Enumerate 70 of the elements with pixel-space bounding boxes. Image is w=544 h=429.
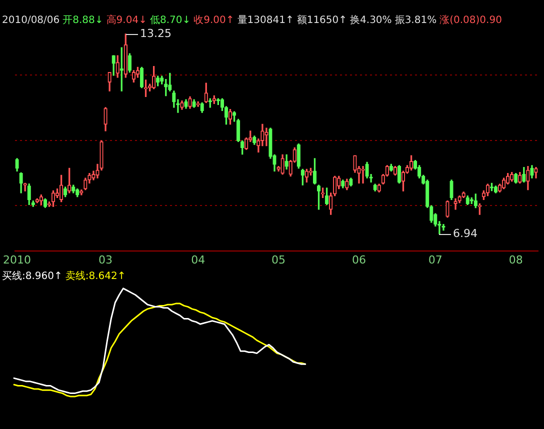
annotation: 13.25 (140, 26, 172, 40)
candlestick (316, 184, 321, 210)
text: 卖线:8.642↑ (65, 270, 126, 283)
candlestick (59, 174, 64, 202)
x-tick-label: 2010 (3, 253, 32, 266)
candlestick (104, 107, 108, 132)
candlestick (27, 183, 31, 206)
candlestick (534, 166, 538, 178)
candlestick (188, 96, 192, 109)
candlestick (260, 124, 264, 146)
candlestick (184, 99, 188, 109)
candlestick (264, 128, 268, 146)
text: 买线:8.960↑ (2, 270, 62, 283)
candlestick (522, 166, 526, 183)
text: 收9.00↑ (194, 14, 234, 27)
candlestick (530, 165, 534, 178)
candlestick (454, 198, 458, 210)
candlestick (156, 76, 160, 86)
candlestick (19, 172, 23, 194)
candlestick (15, 158, 19, 172)
candlestick (192, 99, 196, 108)
candlestick (397, 165, 402, 184)
candlestick (474, 194, 478, 208)
candlestick (168, 72, 172, 92)
candlestick (124, 34, 128, 78)
candlestick (494, 186, 498, 194)
text: 开8.88↓ (62, 14, 104, 27)
candlestick (450, 180, 454, 200)
candlestick (72, 184, 76, 194)
candlestick (341, 180, 345, 188)
x-tick-label: 05 (272, 253, 286, 266)
candlestick (373, 184, 377, 192)
candlestick (51, 190, 56, 207)
candlestick (349, 178, 353, 186)
text: 额11650↑ (296, 14, 348, 27)
candlestick (196, 101, 200, 107)
candlestick (377, 184, 381, 192)
candlestick (280, 154, 284, 175)
candlestick (486, 184, 490, 196)
candlestick (180, 100, 184, 110)
x-tick-label: 08 (508, 253, 523, 266)
candlestick (446, 200, 450, 218)
x-tick-label: 04 (191, 253, 206, 266)
candlestick (204, 82, 208, 104)
candlestick (526, 166, 530, 190)
candlestick (228, 109, 232, 125)
candlestick (55, 188, 60, 198)
candlestick (389, 164, 393, 172)
x-tick-label: 03 (98, 253, 113, 266)
candlestick (68, 168, 72, 194)
annotation: 6.94 (453, 226, 478, 240)
text: 振3.81% (394, 14, 437, 27)
text: 2010/08/06 (2, 14, 60, 27)
text: 低8.70↓ (150, 14, 191, 27)
candlestick (510, 172, 514, 182)
candlestick (80, 189, 84, 196)
text: 换4.30% (350, 14, 392, 27)
candlestick (361, 166, 365, 184)
x-tick-label: 06 (352, 253, 366, 266)
candlestick (284, 154, 288, 170)
text: 量130841↑ (237, 14, 294, 27)
candlestick (128, 53, 132, 73)
text: 高9.04↓ (106, 14, 147, 27)
text: 涨(0.08)0.90 (440, 14, 502, 27)
candlestick (442, 224, 446, 231)
x-tick-label: 07 (428, 253, 442, 266)
candlestick (296, 144, 300, 169)
candlestick (108, 72, 112, 92)
candlestick (365, 162, 369, 178)
candlestick (116, 55, 120, 78)
